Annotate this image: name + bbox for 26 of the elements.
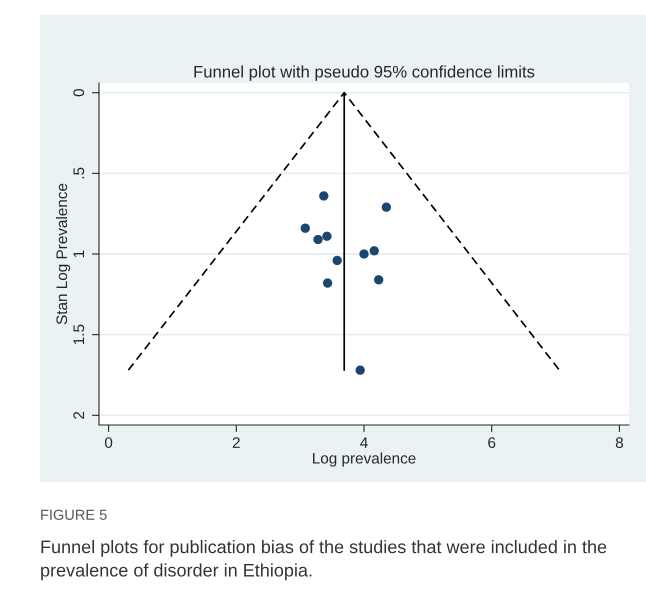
y-tick-label: .5 [74, 168, 84, 178]
x-tick-label: 6 [488, 437, 496, 448]
point [313, 234, 323, 244]
y-tick-label: 1 [74, 250, 84, 258]
x-axis-title: Log prevalence [313, 452, 416, 467]
point [356, 365, 365, 375]
caption: FIGURE 5 [41, 510, 107, 520]
point [319, 191, 328, 201]
x-tick-label: 4 [360, 437, 368, 448]
point [370, 246, 379, 256]
point [359, 249, 369, 259]
point [374, 275, 384, 284]
point [300, 224, 310, 233]
point [322, 232, 332, 241]
y-tick-label: 2 [73, 412, 84, 419]
y-tick-label: 0 [73, 89, 84, 96]
x-tick-label: 0 [104, 437, 112, 448]
text: Funnel plots for publication bias of the studies that were included in the prevalence of disorder in Ethiopia. [41, 540, 606, 580]
x-tick-label: 8 [616, 437, 624, 448]
point [322, 278, 332, 288]
point [332, 256, 342, 266]
y-tick-label: 1.5 [74, 324, 84, 344]
y-axis-title: Stan Log Prevalence [56, 184, 70, 324]
point [382, 202, 392, 212]
x-tick-label: 2 [232, 437, 240, 448]
chart-title: Funnel plot with pseudo 95% confidence limits [194, 65, 534, 81]
